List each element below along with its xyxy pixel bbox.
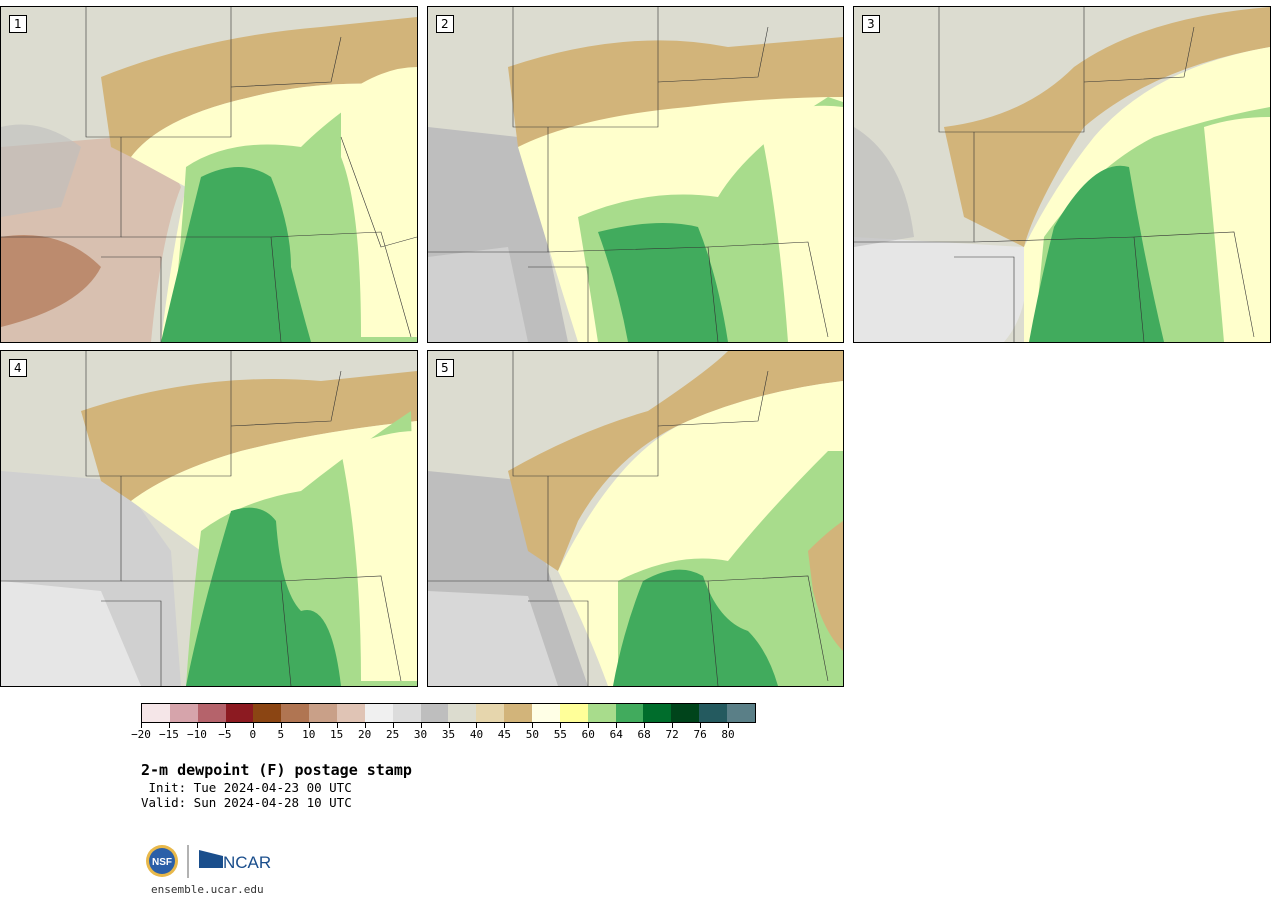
colorbar-tick xyxy=(420,723,422,728)
colorbar-swatch xyxy=(392,704,421,722)
dewpoint-map-3 xyxy=(854,7,1270,342)
logos: NSF NCAR xyxy=(143,842,278,882)
colorbar-tick xyxy=(364,723,366,728)
colorbar-tick xyxy=(168,723,170,728)
colorbar-tick xyxy=(476,723,478,728)
colorbar-swatch xyxy=(476,704,505,722)
colorbar-tick xyxy=(308,723,310,728)
init-time: Init: Tue 2024-04-23 00 UTC xyxy=(141,780,352,795)
colorbar-swatch xyxy=(169,704,198,722)
svg-text:NCAR: NCAR xyxy=(223,853,271,872)
colorbar-tick xyxy=(616,723,618,728)
map-panel-3: 3 xyxy=(853,6,1271,343)
colorbar-tick-label: 68 xyxy=(637,728,651,741)
colorbar-tick-label: 10 xyxy=(302,728,316,741)
colorbar-swatch xyxy=(587,704,616,722)
colorbar-swatch xyxy=(448,704,477,722)
colorbar-tick xyxy=(336,723,338,728)
colorbar-swatch xyxy=(225,704,254,722)
svg-text:NSF: NSF xyxy=(152,857,172,868)
colorbar-tick xyxy=(560,723,562,728)
colorbar-swatch xyxy=(643,704,672,722)
colorbar-tick xyxy=(504,723,506,728)
colorbar-tick xyxy=(532,723,534,728)
colorbar-tick-label: 30 xyxy=(413,728,428,741)
colorbar-tick-label: −10 xyxy=(186,728,207,741)
colorbar-tick-label: 25 xyxy=(385,728,400,741)
colorbar-tick-label: 64 xyxy=(609,728,623,741)
map-panel-4: 4 xyxy=(0,350,418,687)
colorbar-tick xyxy=(252,723,254,728)
colorbar-tick xyxy=(141,723,142,728)
colorbar-tick xyxy=(700,723,702,728)
colorbar-tick xyxy=(644,723,646,728)
colorbar-tick-label: 76 xyxy=(693,728,707,741)
panel-number: 2 xyxy=(436,15,454,33)
colorbar-swatch xyxy=(364,704,393,722)
dewpoint-map-2 xyxy=(428,7,843,342)
panel-number: 4 xyxy=(9,359,27,377)
panel-number: 3 xyxy=(862,15,880,33)
colorbar-tick-label: 35 xyxy=(441,728,456,741)
colorbar-tick-label: 80 xyxy=(721,728,735,741)
colorbar-swatch xyxy=(699,704,728,722)
colorbar-swatch xyxy=(337,704,365,722)
colorbar-tick-label: −5 xyxy=(218,728,232,741)
colorbar-swatch xyxy=(142,704,170,722)
map-panel-5: 5 xyxy=(427,350,844,687)
colorbar-tick-label: 0 xyxy=(249,728,257,741)
colorbar-swatch xyxy=(727,704,755,722)
colorbar-tick xyxy=(588,723,590,728)
colorbar-swatch xyxy=(197,704,226,722)
colorbar-tick-label: 45 xyxy=(497,728,512,741)
colorbar-ticks: −20 −15 −10 −5 0 5 10 15 20 25 30 35 40 45 50 55 60 64 68 7… xyxy=(131,723,756,747)
colorbar-tick xyxy=(392,723,394,728)
dewpoint-map-4 xyxy=(1,351,417,686)
colorbar-swatch xyxy=(671,704,700,722)
colorbar-tick-label: 60 xyxy=(581,728,595,741)
colorbar-tick-label: −20 xyxy=(131,728,151,741)
colorbar-tick xyxy=(728,723,730,728)
colorbar-tick-label: 20 xyxy=(358,728,372,741)
dewpoint-map-5 xyxy=(428,351,843,686)
colorbar-tick xyxy=(280,723,282,728)
dewpoint-colorbar xyxy=(141,703,756,723)
colorbar-tick-label: 50 xyxy=(525,728,539,741)
colorbar-swatch xyxy=(309,704,338,722)
colorbar-tick xyxy=(224,723,226,728)
colorbar-swatch xyxy=(504,704,533,722)
colorbar-tick-label: 72 xyxy=(665,728,679,741)
colorbar-tick-label: 40 xyxy=(469,728,484,741)
colorbar-swatch xyxy=(420,704,449,722)
map-panel-2: 2 xyxy=(427,6,844,343)
colorbar-swatch xyxy=(559,704,588,722)
map-panel-1: 1 xyxy=(0,6,418,343)
colorbar-swatch xyxy=(253,704,282,722)
plot-title: 2-m dewpoint (F) postage stamp xyxy=(141,761,412,779)
colorbar-tick-label: −15 xyxy=(159,728,179,741)
site-url: ensemble.ucar.edu xyxy=(151,883,264,896)
valid-time: Valid: Sun 2024-04-28 10 UTC xyxy=(141,795,352,810)
colorbar-tick xyxy=(196,723,198,728)
nsf-ncar-logo: NSF NCAR xyxy=(146,845,271,878)
panel-number: 5 xyxy=(436,359,454,377)
dewpoint-map-1 xyxy=(1,7,417,342)
colorbar-tick xyxy=(672,723,674,728)
colorbar-swatch xyxy=(281,704,310,722)
colorbar-tick-label: 15 xyxy=(330,728,344,741)
colorbar-tick-label: 55 xyxy=(553,728,567,741)
panel-number: 1 xyxy=(9,15,27,33)
colorbar-swatch xyxy=(532,704,560,722)
colorbar-tick xyxy=(448,723,450,728)
colorbar-swatch xyxy=(615,704,644,722)
colorbar-tick-label: 5 xyxy=(277,728,285,741)
